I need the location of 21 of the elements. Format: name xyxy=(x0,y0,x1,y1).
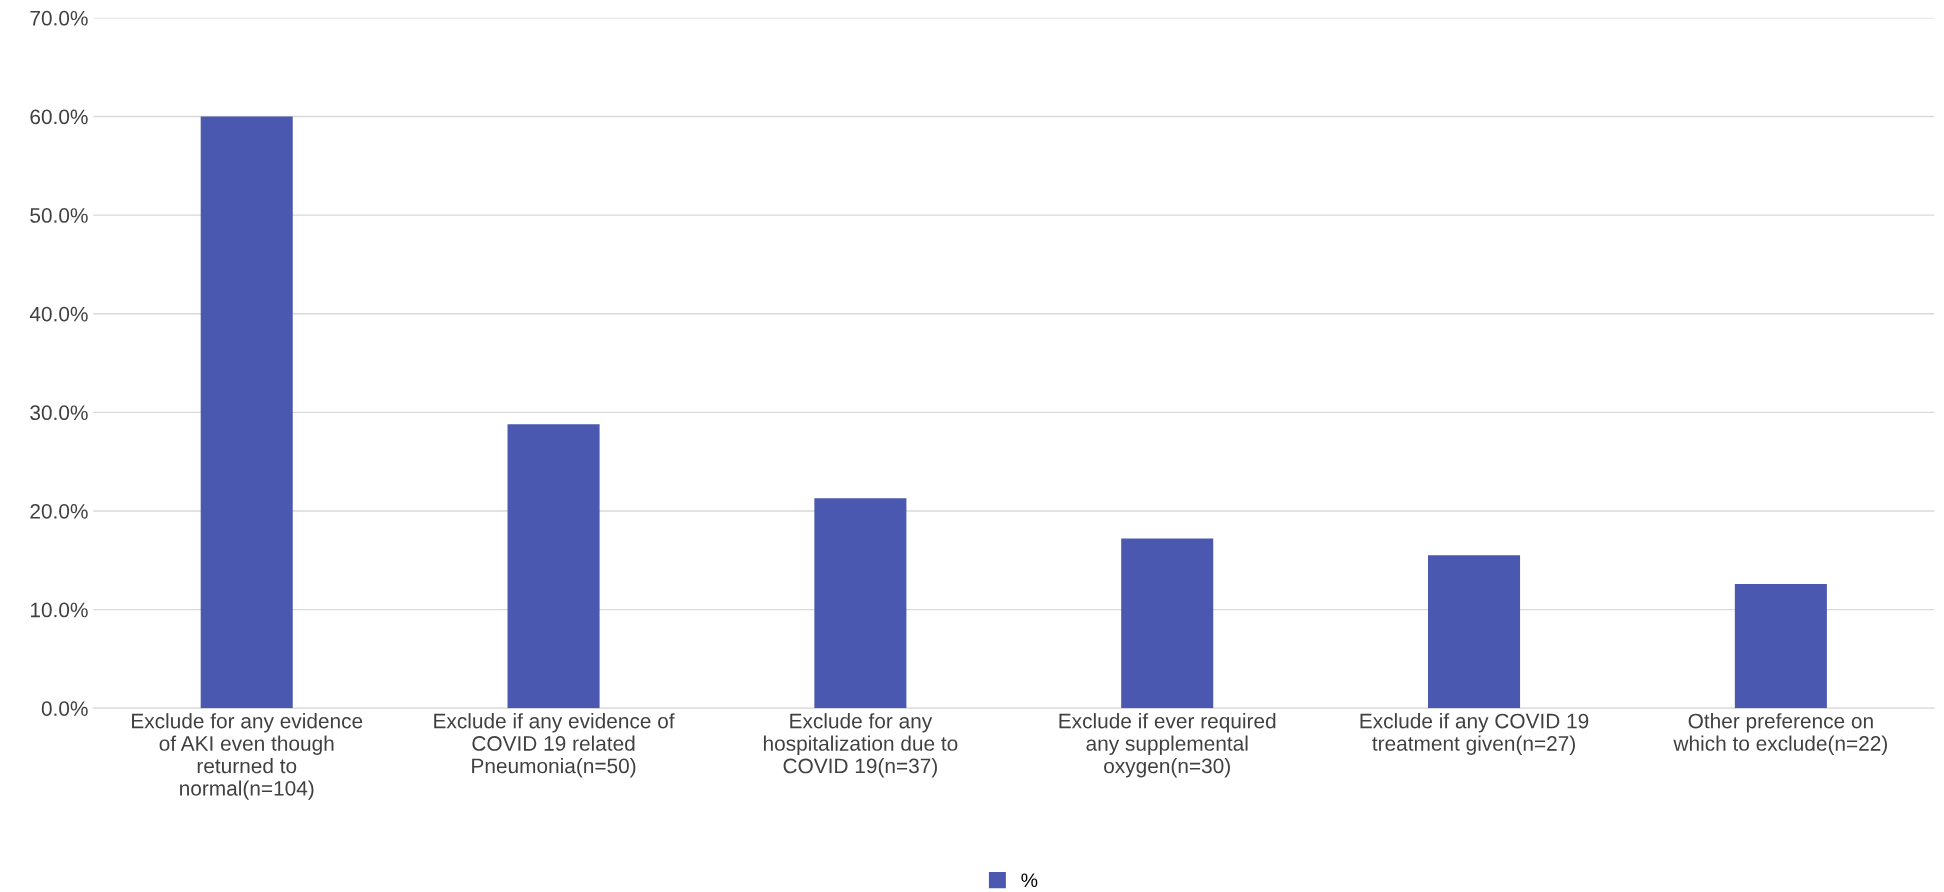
bar xyxy=(814,498,907,709)
bar xyxy=(1121,538,1214,709)
y-tick-label: 30.0% xyxy=(30,405,88,421)
y-tick-label: 0.0% xyxy=(41,701,88,716)
bar xyxy=(507,424,600,709)
legend-label: % xyxy=(1021,873,1038,888)
bar xyxy=(200,116,293,709)
x-tick-label: Exclude if any COVID 19 treatment given(n=27) xyxy=(1360,713,1589,755)
y-tick-label: 70.0% xyxy=(30,10,88,26)
y-tick-label: 50.0% xyxy=(30,208,88,223)
x-tick-label: Other preference on which to exclude(n=22) xyxy=(1673,713,1887,755)
x-tick-label: Exclude if any evidence of COVID 19 related Pneumonia(n=50) xyxy=(434,713,675,778)
y-tick-label: 40.0% xyxy=(29,306,88,322)
y-tick-label: 20.0% xyxy=(30,503,88,519)
x-tick-label: Exclude for any evidence of AKI even though returned to normal(n=104) xyxy=(132,713,363,800)
bar xyxy=(1428,555,1521,709)
x-tick-label: Exclude if ever required any supplemental oxygen(n=30) xyxy=(1059,713,1276,778)
y-tick-label: 10.0% xyxy=(30,602,88,618)
x-tick-label: Exclude for any hospitalization due to COVID 19(n=37) xyxy=(763,713,958,778)
y-tick-label: 60.0% xyxy=(30,109,88,125)
bar xyxy=(1734,583,1827,709)
